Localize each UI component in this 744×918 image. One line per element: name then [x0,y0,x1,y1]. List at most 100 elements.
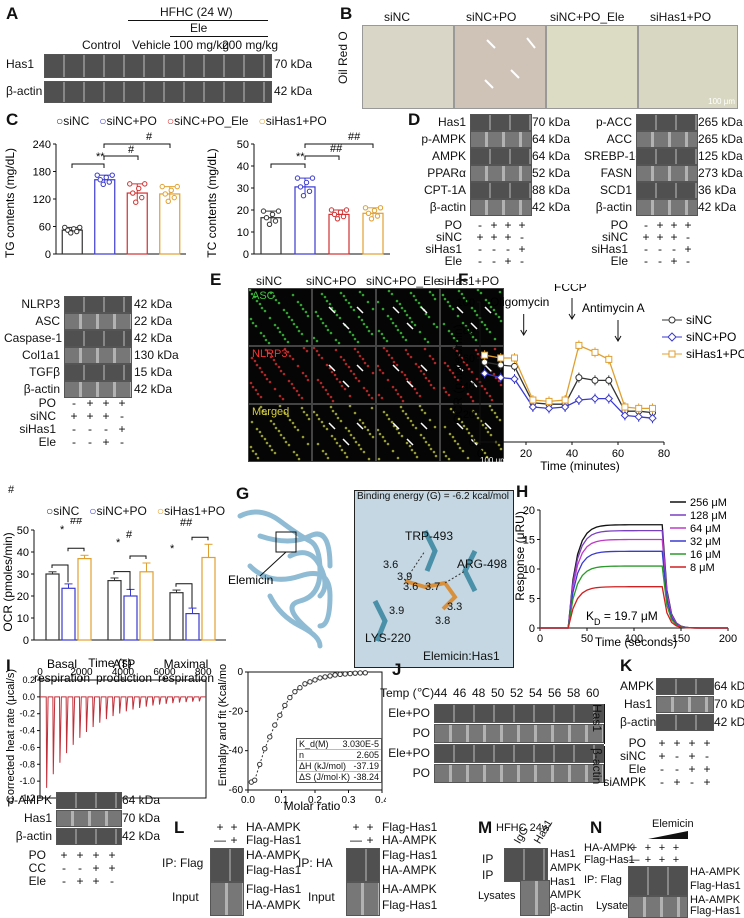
svg-text:100: 100 [625,633,643,645]
panel-k2-band-3 [56,828,122,845]
panel-e-band-label-4: Col1a1 [21,348,60,362]
svg-text:60: 60 [39,222,51,234]
svg-text:-60: -60 [229,785,244,796]
panel-d-right-row-3-mark-4: + [684,242,692,256]
panel-h-kd: K [586,609,594,623]
panel-h-kd-val: = 19.7 μM [604,609,658,623]
panel-l-left-top-2-mark-1: — [214,833,226,847]
panel-k-row-1-mark-3: + [688,736,696,750]
panel-k2-row-1-mark-3: + [92,848,100,862]
panel-k-band-label-3: β-actin [620,715,657,729]
panel-i-fit-point [342,671,348,677]
panel-i-fit-point [302,681,308,687]
panel-m-lys-band-2: AMPK [550,889,582,901]
svg-text:40: 40 [17,547,29,559]
panel-f-point [574,395,584,405]
panel-f-point [634,412,643,422]
panel-j-temp-label: Temp (℃) [380,686,435,700]
panel-j-bracket-1 [604,704,605,744]
panel-f-annot-3: Antimycin A [582,301,645,315]
panel-i-row-2: n 2.605 [297,749,381,760]
panel-d-right-band-size-5: 36 kDa [698,183,737,197]
panel-g-dist-5: 3.3 [447,601,463,613]
svg-text:20: 20 [17,591,29,603]
panel-n-row-2-mark-2: + [644,854,652,866]
panel-d-right-row-2-mark-2: + [656,230,664,244]
panel-i-row-4: ΔS (J/mol·K) -38.24 [297,771,381,782]
panel-i-row-1: K_d(M) 3.030E-5 [299,739,379,749]
panel-k2-band-label-2: Has1 [23,811,52,825]
panel-e-row-1-mark-1: - [72,396,76,410]
panel-e-row-2-mark-2: + [86,409,94,423]
panel-g-letter: G [236,484,250,503]
panel-a-band-label-1: Has1 [6,57,35,71]
svg-text:60: 60 [612,448,624,460]
panel-n-row-1-mark-2: + [644,842,652,854]
panel-k2-row-2-mark-1: - [62,861,66,875]
panel-k-row-1-mark-2: + [673,736,681,750]
panel-d-right-row-label-2: siNC [602,230,628,244]
panel-l-right-input-blot [346,882,380,916]
panel-f2-bar-3-3 [201,556,216,641]
panel-i-fit-point [292,688,298,695]
panel-j-row-label-4: PO [412,766,430,780]
panel-d-left-band-label-6: β-actin [429,200,466,214]
svg-text:0.1: 0.1 [275,795,289,806]
panel-i-fit-point [287,694,293,701]
svg-text:0.4: 0.4 [375,795,386,806]
panel-l-right-top-2-mark-1: — [350,833,362,847]
panel-m-title: HFHC 24w [496,822,550,834]
panel-e-image-r2-c1 [248,346,312,404]
panel-f2-bar-2-2 [123,595,138,641]
panel-j-temp-7: 56 [548,686,562,700]
panel-l-left-top-1-mark-2: + [230,820,238,834]
panel-h-legend-6: 8 μM [690,562,715,574]
panel-l-left-top-label-2: Flag-Has1 [246,833,302,847]
panel-l-left-input-band-1: Flag-Has1 [246,882,302,896]
panel-f2-sig-6: ## [180,518,193,529]
panel-d-left-row-2-mark-3: + [504,230,512,244]
panel-f2-sig-1: * [60,524,65,536]
panel-f2-hash: # [8,484,15,496]
panel-e-image-r1-c3 [376,288,440,346]
panel-e-row-2-mark-4: - [120,409,124,423]
panel-k2-row-label-2: CC [28,861,46,875]
panel-e-row-1-mark-3: + [102,396,110,410]
panel-b-image-4: 100 μm [638,25,738,109]
svg-text:2000: 2000 [70,667,93,678]
panel-e-row-2-mark-1: + [70,409,78,423]
panel-d-right-band-5 [636,182,698,199]
panel-e-scale: 100 μm [480,456,507,465]
panel-b-scale: 100 μm [708,97,735,106]
panel-k-band-1 [656,678,714,695]
panel-d-right-row-4-mark-4: - [686,254,690,268]
panel-l-left-top-1-mark-1: + [216,820,224,834]
panel-g-dist-3: 3.6 [403,581,419,593]
panel-l-left-input: Input [172,890,199,904]
svg-text:50: 50 [237,139,249,151]
panel-j-row-label-3: Ele+PO [388,746,430,760]
panel-a-blot-actin [44,81,272,103]
panel-d-left-row-4-mark-3: + [504,254,512,268]
panel-f-annot-2: FCCP [554,284,587,294]
panel-i-top-xlabel: Time (s) [88,656,132,670]
panel-f2-bar-1-1 [45,573,60,641]
svg-text:120: 120 [33,194,51,206]
panel-d-right-row-label-1: PO [610,218,628,232]
panel-f-point [590,394,600,403]
panel-i-ylabel: Corrected heat rate (μcal/s) [5,669,17,803]
svg-text:6000: 6000 [153,667,176,678]
panel-d-right-row-4-mark-2: - [658,254,662,268]
panel-k-band-2 [656,696,714,713]
svg-text:20: 20 [523,505,535,517]
panel-d-right-band-label-1: p-ACC [595,115,632,129]
panel-f-point [481,351,489,359]
panel-j-temp-4: 50 [491,686,505,700]
panel-n-lys-band-1: HA-AMPK [690,894,741,906]
panel-d-left-band-label-1: Has1 [437,115,466,129]
panel-j-row-label-1: Ele+PO [388,706,430,720]
panel-g-dist-1: 3.6 [383,559,399,571]
svg-text:-0.2: -0.2 [19,709,35,719]
panel-k2-row-3-mark-4: - [110,874,114,888]
panel-f2-legend-3: ○siHas1+PO [156,504,226,518]
